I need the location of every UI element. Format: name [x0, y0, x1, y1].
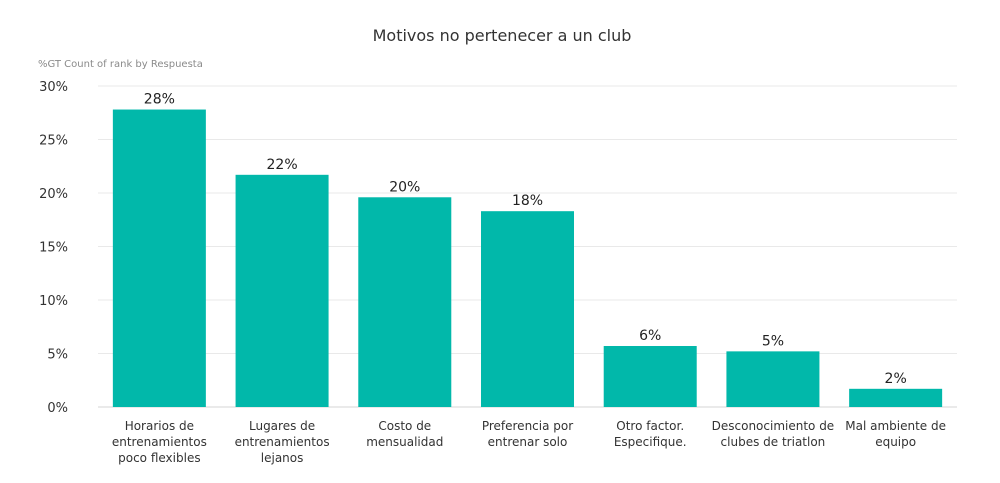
y-tick-label: 30% [39, 80, 68, 95]
x-tick-label-line: clubes de triatlon [721, 435, 826, 449]
x-tick-label: Preferencia por entrenar solo [482, 419, 573, 449]
bar[interactable] [849, 388, 943, 407]
x-tick-label-line: entrenamientos [235, 435, 330, 449]
bar[interactable] [112, 109, 206, 407]
x-tick-label-line: entrenar solo [488, 435, 568, 449]
x-tick-label: Otro factor. Especifique. [614, 419, 687, 449]
bar[interactable] [603, 346, 697, 407]
x-tick-label: Costo de mensualidad [366, 419, 443, 449]
data-label: 18% [512, 193, 543, 209]
x-tick-label: Lugares de entrenamientos lejanos [235, 419, 330, 465]
x-tick-label-line: Otro factor. [616, 419, 684, 433]
y-tick-label: 10% [39, 294, 68, 309]
x-axis: Horarios de entrenamientos poco flexibles L… [112, 419, 946, 465]
x-tick-label-line: Preferencia por [482, 419, 573, 433]
x-tick-label-line: Desconocimiento de [712, 419, 835, 433]
data-labels: 28% 22% 20% 18% 6% 5% 2% [144, 92, 907, 387]
data-label: 6% [639, 328, 661, 344]
y-tick-label: 25% [39, 134, 68, 149]
x-tick-label: Horarios de entrenamientos poco flexibles [112, 419, 207, 465]
bar[interactable] [235, 174, 329, 407]
x-tick-label-line: Horarios de [125, 419, 194, 433]
y-tick-label: 20% [39, 187, 68, 202]
data-label: 28% [144, 92, 175, 108]
y-tick-label: 5% [47, 348, 68, 363]
bar[interactable] [726, 351, 820, 407]
x-tick-label: Mal ambiente de equipo [845, 419, 946, 449]
x-tick-label: Desconocimiento de clubes de triatlon [712, 419, 835, 449]
x-tick-label-line: lejanos [261, 451, 304, 465]
bars [112, 109, 943, 407]
bar[interactable] [481, 211, 574, 407]
x-tick-label-line: Costo de [378, 419, 431, 433]
x-tick-label-line: Lugares de [249, 419, 315, 433]
bar[interactable] [358, 197, 452, 407]
chart-subtitle: %GT Count of rank by Respuesta [38, 59, 203, 70]
y-tick-label: 0% [47, 401, 68, 416]
x-tick-label-line: poco flexibles [118, 451, 200, 465]
x-tick-label-line: mensualidad [366, 435, 443, 449]
x-tick-label-line: entrenamientos [112, 435, 207, 449]
y-axis: 0% 5% 10% 15% 20% 25% 30% [39, 80, 68, 416]
x-tick-label-line: Mal ambiente de [845, 419, 946, 433]
data-label: 22% [267, 157, 298, 173]
data-label: 20% [389, 179, 420, 195]
chart-title: Motivos no pertenecer a un club [373, 26, 632, 45]
x-tick-label-line: equipo [875, 435, 916, 449]
data-label: 5% [762, 333, 784, 349]
y-tick-label: 15% [39, 241, 68, 256]
x-tick-label-line: Especifique. [614, 435, 687, 449]
data-label: 2% [885, 371, 907, 387]
